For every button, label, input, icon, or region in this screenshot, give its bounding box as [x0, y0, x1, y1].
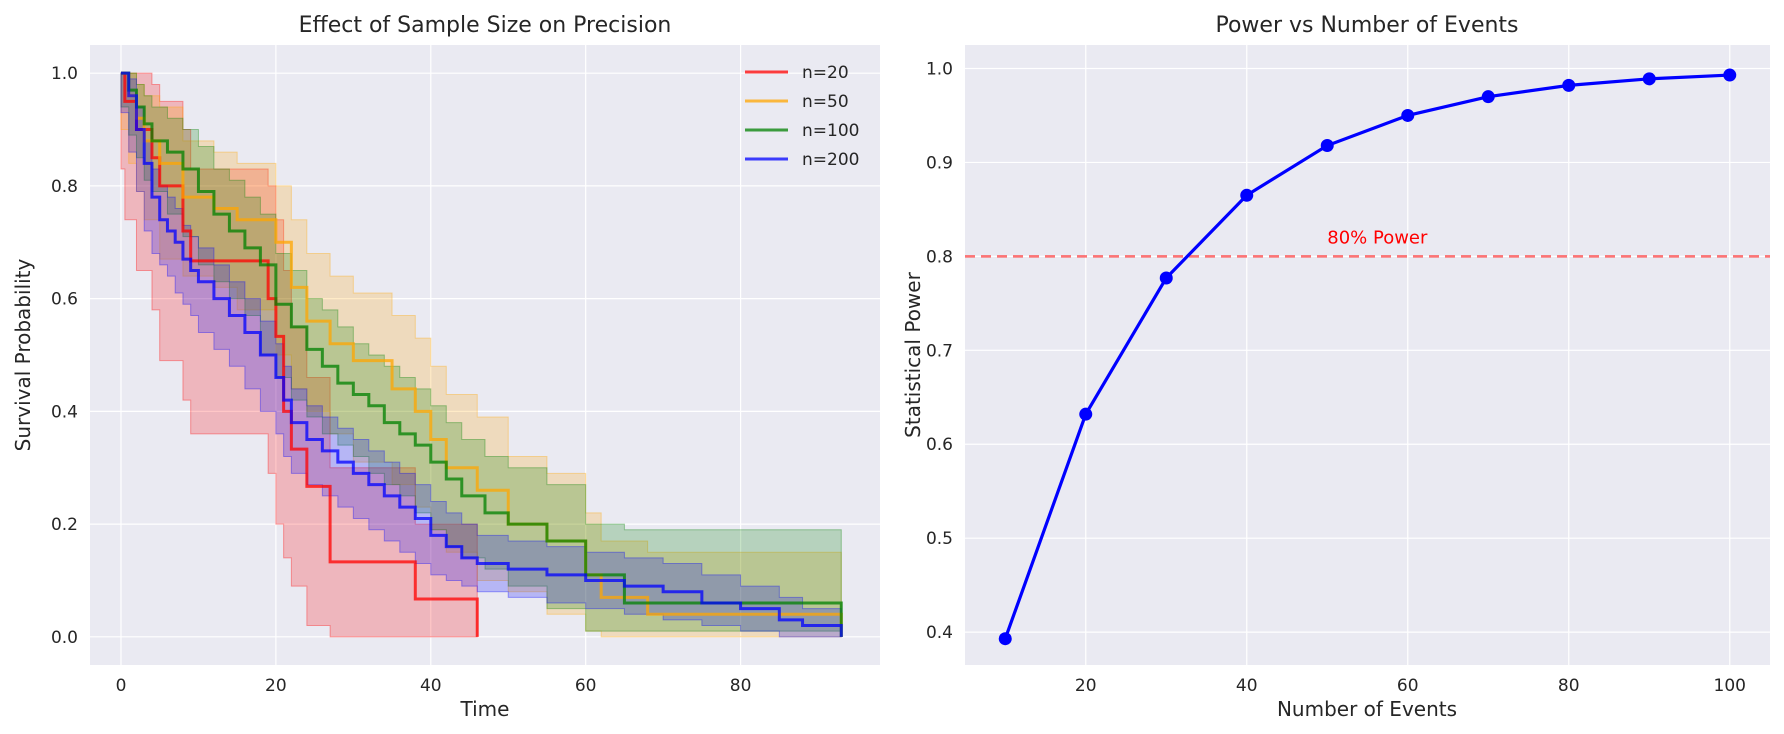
threshold-label: 80% Power	[1327, 228, 1428, 249]
data-point	[1642, 72, 1656, 86]
legend-label: n=200	[802, 150, 859, 170]
data-point	[1401, 108, 1415, 122]
y-tick-labels: 0.4 0.5 0.6 0.7 0.8 0.9 1.0	[926, 59, 953, 643]
y-tick-label: 0.4	[51, 402, 78, 422]
data-point	[998, 632, 1012, 646]
y-tick-label: 0.0	[51, 628, 78, 648]
y-tick-label: 0.8	[51, 177, 78, 197]
y-tick-label: 0.6	[51, 290, 78, 310]
data-point	[1481, 90, 1495, 104]
chart-title: Power vs Number of Events	[1215, 13, 1518, 38]
chart-title: Effect of Sample Size on Precision	[299, 13, 672, 38]
data-point	[1723, 68, 1737, 82]
survival-chart: 0 20 40 60 80 0.0 0.2 0.4 0.6 0.8 1.0 Effect of S…	[11, 13, 880, 721]
x-axis-label: Number of Events	[1277, 697, 1457, 721]
data-point	[1079, 407, 1093, 421]
x-tick-label: 80	[1558, 676, 1580, 696]
x-tick-label: 60	[575, 676, 597, 696]
survival-line-n=20	[120, 71, 479, 637]
survival-curves	[120, 71, 843, 637]
legend: n=20 n=50 n=100 n=200	[745, 63, 859, 170]
x-tick-label: 60	[1397, 676, 1419, 696]
survival-line-n=200	[120, 71, 843, 637]
y-tick-label: 0.2	[51, 515, 78, 535]
power-chart: 80% Power 20 40 60 80 100 0.4 0.5 0.6 0.7 0.8 0.9…	[901, 13, 1770, 721]
y-tick-label: 1.0	[51, 64, 78, 84]
y-tick-labels: 0.0 0.2 0.4 0.6 0.8 1.0	[51, 64, 78, 648]
y-tick-label: 0.4	[926, 623, 953, 643]
y-tick-label: 1.0	[926, 59, 953, 79]
data-point	[1159, 271, 1173, 285]
y-tick-label: 0.7	[926, 341, 953, 361]
x-tick-label: 40	[420, 676, 442, 696]
x-axis-label: Time	[460, 697, 510, 721]
y-tick-label: 0.5	[926, 529, 953, 549]
grid-lines	[965, 45, 1770, 665]
reference-line: 80% Power	[965, 228, 1770, 258]
x-tick-label: 20	[265, 676, 287, 696]
plot-area-background	[965, 45, 1770, 665]
y-axis-label: Survival Probability	[11, 258, 35, 451]
legend-label: n=100	[802, 121, 859, 141]
x-tick-label: 40	[1236, 676, 1258, 696]
y-axis-label: Statistical Power	[901, 271, 925, 437]
y-tick-label: 0.6	[926, 435, 953, 455]
x-tick-labels: 20 40 60 80 100	[1075, 676, 1746, 696]
data-point	[1562, 78, 1576, 92]
data-point	[1240, 188, 1254, 202]
survival-line-n=100	[120, 71, 843, 637]
legend-label: n=50	[802, 92, 849, 112]
x-tick-label: 80	[730, 676, 752, 696]
y-tick-label: 0.8	[926, 247, 953, 267]
plot-area-background	[90, 45, 880, 665]
x-tick-labels: 0 20 40 60 80	[116, 676, 752, 696]
legend-label: n=20	[802, 63, 849, 83]
x-tick-label: 20	[1075, 676, 1097, 696]
data-point	[1320, 139, 1334, 153]
y-tick-label: 0.9	[926, 153, 953, 173]
x-tick-label: 100	[1714, 676, 1746, 696]
x-tick-label: 0	[116, 676, 127, 696]
power-curve	[998, 68, 1737, 646]
power-line	[1003, 73, 1730, 640]
